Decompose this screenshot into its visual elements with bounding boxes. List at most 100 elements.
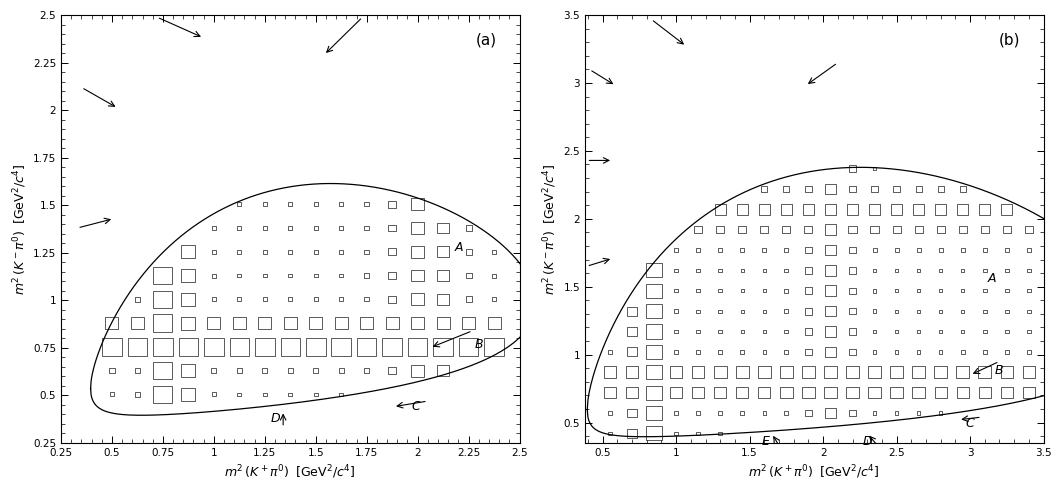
Bar: [212, 250, 216, 254]
Bar: [411, 246, 424, 258]
Bar: [741, 269, 744, 272]
Bar: [411, 293, 424, 305]
Bar: [1000, 387, 1013, 399]
Bar: [805, 267, 812, 274]
Bar: [979, 204, 991, 215]
Bar: [339, 297, 343, 301]
Bar: [917, 350, 921, 354]
Bar: [604, 367, 617, 378]
Bar: [237, 226, 241, 230]
Bar: [872, 186, 878, 192]
Bar: [696, 411, 699, 415]
Bar: [233, 317, 246, 329]
Bar: [646, 386, 662, 400]
Bar: [288, 368, 292, 373]
Bar: [849, 328, 856, 335]
Bar: [736, 387, 748, 399]
Bar: [960, 186, 966, 192]
Bar: [983, 330, 986, 333]
Bar: [182, 388, 196, 401]
Bar: [961, 309, 964, 313]
Bar: [339, 393, 343, 396]
Bar: [762, 411, 766, 415]
Bar: [891, 367, 902, 378]
Bar: [716, 226, 724, 233]
Bar: [760, 226, 769, 233]
Bar: [182, 317, 196, 330]
Bar: [714, 387, 726, 399]
Text: D: D: [863, 435, 873, 448]
Bar: [805, 348, 812, 355]
Bar: [914, 226, 923, 233]
Bar: [719, 330, 722, 333]
Bar: [411, 365, 424, 376]
Bar: [492, 250, 496, 254]
Bar: [1027, 289, 1031, 292]
Bar: [263, 226, 267, 230]
Bar: [288, 202, 292, 206]
Bar: [263, 393, 267, 396]
Bar: [674, 269, 678, 272]
Bar: [805, 287, 812, 294]
Bar: [762, 350, 766, 354]
Bar: [983, 289, 986, 292]
Bar: [741, 309, 744, 313]
Bar: [314, 226, 318, 230]
Bar: [939, 330, 943, 333]
Bar: [719, 248, 722, 252]
Bar: [873, 167, 877, 170]
Bar: [696, 289, 699, 292]
Bar: [805, 308, 812, 314]
Bar: [263, 202, 267, 206]
Bar: [604, 387, 617, 399]
Bar: [255, 338, 274, 356]
Bar: [608, 432, 612, 435]
Bar: [626, 367, 639, 378]
Bar: [759, 204, 770, 215]
Bar: [983, 309, 986, 313]
Bar: [849, 247, 856, 253]
Bar: [824, 387, 837, 399]
Bar: [437, 317, 450, 329]
Bar: [917, 309, 921, 313]
Bar: [696, 432, 699, 435]
Bar: [961, 350, 964, 354]
Bar: [237, 274, 241, 277]
Bar: [1005, 248, 1009, 252]
Bar: [179, 338, 198, 356]
Bar: [741, 411, 744, 415]
Bar: [849, 410, 856, 416]
Bar: [782, 226, 791, 233]
Bar: [780, 387, 793, 399]
Bar: [825, 306, 837, 316]
Bar: [383, 338, 402, 356]
Bar: [824, 367, 837, 378]
Text: A: A: [454, 241, 462, 253]
Bar: [332, 338, 351, 356]
Bar: [719, 411, 722, 415]
Bar: [849, 308, 856, 314]
Bar: [957, 367, 969, 378]
Bar: [737, 204, 748, 215]
Bar: [983, 248, 986, 252]
Bar: [212, 368, 217, 373]
Bar: [153, 362, 172, 379]
Bar: [740, 248, 744, 252]
Bar: [784, 309, 789, 313]
Bar: [871, 226, 879, 233]
Bar: [895, 289, 898, 292]
Bar: [692, 387, 705, 399]
Bar: [411, 222, 424, 234]
Bar: [288, 250, 292, 254]
Bar: [895, 350, 898, 354]
Bar: [365, 250, 369, 254]
Bar: [978, 367, 991, 378]
Bar: [825, 245, 837, 255]
X-axis label: $m^2\,(K^+\pi^0)\;\;[\mathrm{GeV}^2/c^4]$: $m^2\,(K^+\pi^0)\;\;[\mathrm{GeV}^2/c^4]…: [224, 463, 356, 481]
Bar: [961, 330, 964, 333]
Bar: [365, 274, 369, 277]
Bar: [288, 393, 292, 396]
Bar: [983, 350, 986, 354]
Bar: [314, 393, 318, 396]
Bar: [466, 225, 472, 231]
